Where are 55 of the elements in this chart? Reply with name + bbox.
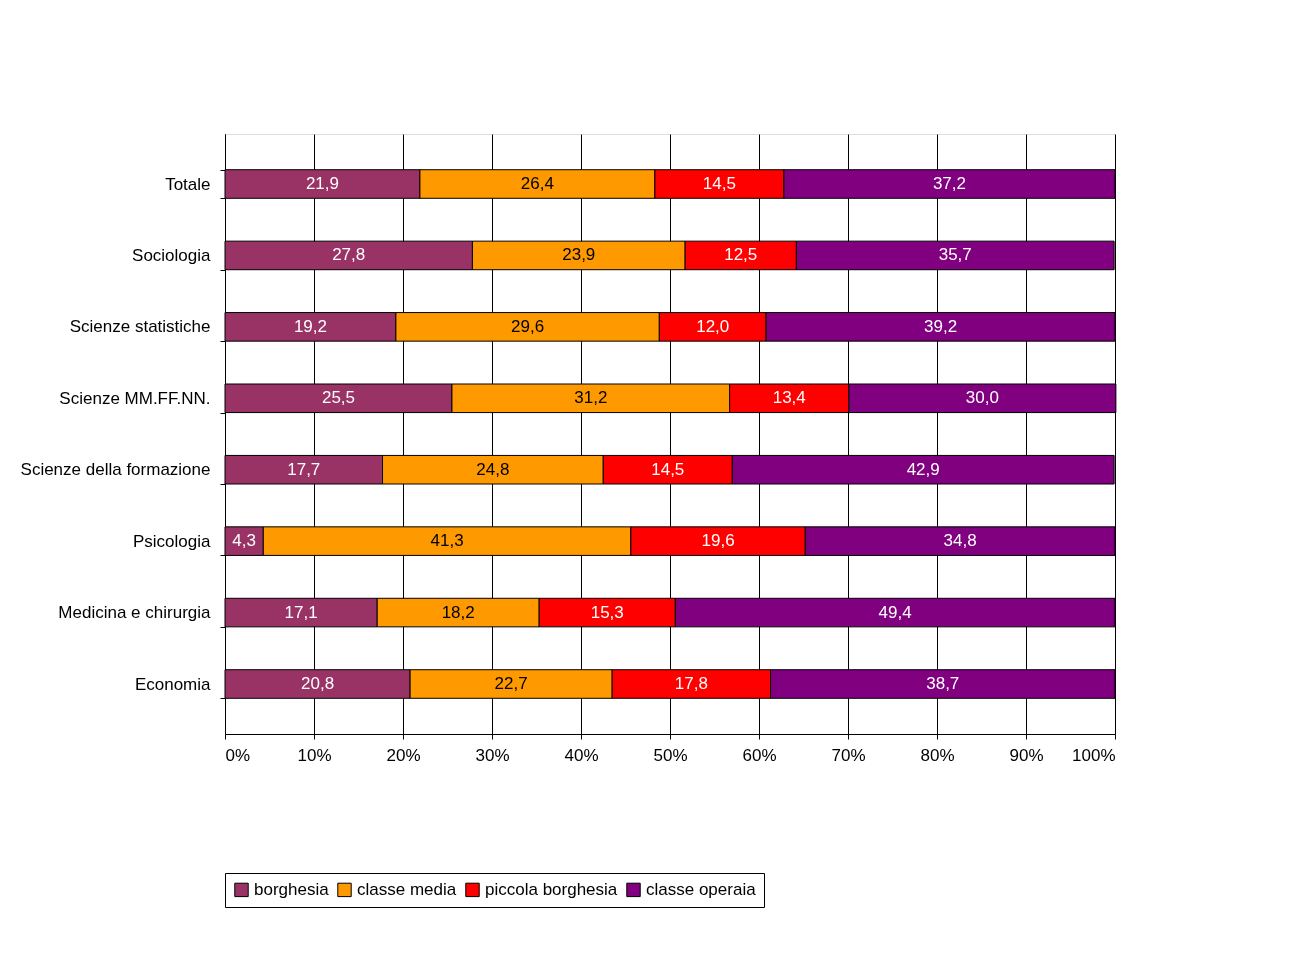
y-tick-label: Psicologia (133, 531, 212, 551)
data-label: 21,9 (305, 174, 339, 193)
data-label: 18,2 (441, 602, 475, 622)
data-label: 14,5 (702, 174, 736, 193)
y-tick-label: Scienze della formazione (20, 460, 211, 480)
data-label: 22,7 (494, 674, 528, 693)
data-label: 31,2 (574, 388, 608, 408)
y-tick-label: Economia (134, 674, 212, 694)
x-tick-label: 40% (564, 745, 599, 765)
data-label: 17,8 (674, 674, 708, 693)
x-tick-label: 50% (653, 745, 688, 765)
data-label: 14,5 (651, 459, 685, 479)
x-tick-label: 20% (386, 745, 421, 765)
data-label: 19,2 (293, 316, 327, 336)
legend-label: classe operaia (646, 879, 757, 899)
x-tick-label: 100% (1072, 745, 1116, 765)
data-label: 34,8 (943, 531, 977, 551)
x-tick-label: 10% (297, 745, 332, 765)
y-tick-label: Scienze statistiche (69, 317, 211, 337)
y-tick-label: Medicina e chirurgia (58, 603, 212, 623)
legend-label: piccola borghesia (485, 879, 618, 899)
x-tick-label: 60% (742, 745, 777, 765)
data-label: 12,0 (696, 316, 730, 336)
data-label: 38,7 (926, 674, 960, 693)
data-label: 17,7 (287, 459, 321, 479)
data-label: 13,4 (772, 388, 806, 408)
data-label: 17,1 (284, 602, 318, 622)
data-label: 49,4 (878, 602, 912, 622)
data-label: 4,3 (232, 531, 256, 551)
x-tick-label: 70% (831, 745, 866, 765)
data-label: 12,5 (724, 245, 758, 265)
y-tick-label: Scienze MM.FF.NN. (59, 388, 211, 408)
data-label: 19,6 (701, 531, 735, 551)
data-label: 41,3 (430, 531, 464, 551)
data-label: 24,8 (476, 459, 510, 479)
legend-label: classe media (357, 879, 457, 899)
data-label: 29,6 (511, 316, 545, 336)
x-tick-label: 90% (1009, 745, 1044, 765)
data-label: 30,0 (965, 388, 999, 408)
data-label: 42,9 (906, 459, 940, 479)
data-label: 26,4 (520, 174, 554, 193)
x-tick-label: 80% (920, 745, 955, 765)
data-label: 25,5 (321, 388, 356, 408)
data-label: 23,9 (562, 245, 596, 265)
data-label: 27,8 (332, 245, 366, 265)
data-label: 20,8 (301, 674, 335, 693)
data-label: 37,2 (932, 174, 967, 193)
y-tick-label: Sociologia (132, 245, 212, 265)
data-label: 35,7 (938, 245, 972, 265)
legend-label: borghesia (254, 879, 330, 899)
y-tick-label: Totale (165, 174, 211, 194)
data-label: 15,3 (590, 602, 624, 622)
data-label: 39,2 (924, 316, 958, 336)
x-tick-label: 30% (475, 745, 510, 765)
x-tick-label: 0% (225, 745, 251, 765)
